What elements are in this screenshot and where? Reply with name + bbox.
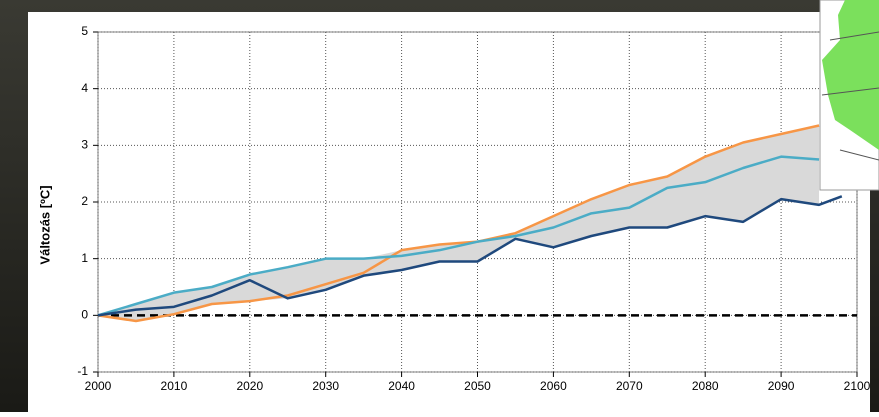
x-tick-label: 2010 (161, 379, 188, 393)
x-tick-label: 2050 (464, 379, 491, 393)
y-tick-label: 1 (81, 251, 88, 265)
x-tick-label: 2090 (768, 379, 795, 393)
x-tick-label: 2100 (844, 379, 871, 393)
y-tick-label: 5 (81, 24, 88, 38)
y-tick-label: 4 (81, 81, 88, 95)
x-tick-label: 2070 (616, 379, 643, 393)
y-axis-label: Változás [ºC] (37, 185, 52, 264)
y-tick-label: 2 (81, 194, 88, 208)
inset-map (820, 0, 879, 190)
x-tick-label: 2020 (236, 379, 263, 393)
x-tick-label: 2040 (388, 379, 415, 393)
chart: Változás [ºC] -1 0 1 2 3 4 5 2000 2010 2020 2030 20… (0, 0, 879, 412)
x-tick-label: 2060 (540, 379, 567, 393)
y-tick-label: 3 (81, 138, 88, 152)
x-tick-label: 2030 (312, 379, 339, 393)
y-tick-label: -1 (77, 364, 88, 378)
page: Változás [ºC] -1 0 1 2 3 4 5 2000 2010 2020 2030 20… (0, 0, 879, 412)
y-tick-label: 0 (81, 308, 88, 322)
x-tick-label: 2080 (692, 379, 719, 393)
x-tick-label: 2000 (85, 379, 112, 393)
